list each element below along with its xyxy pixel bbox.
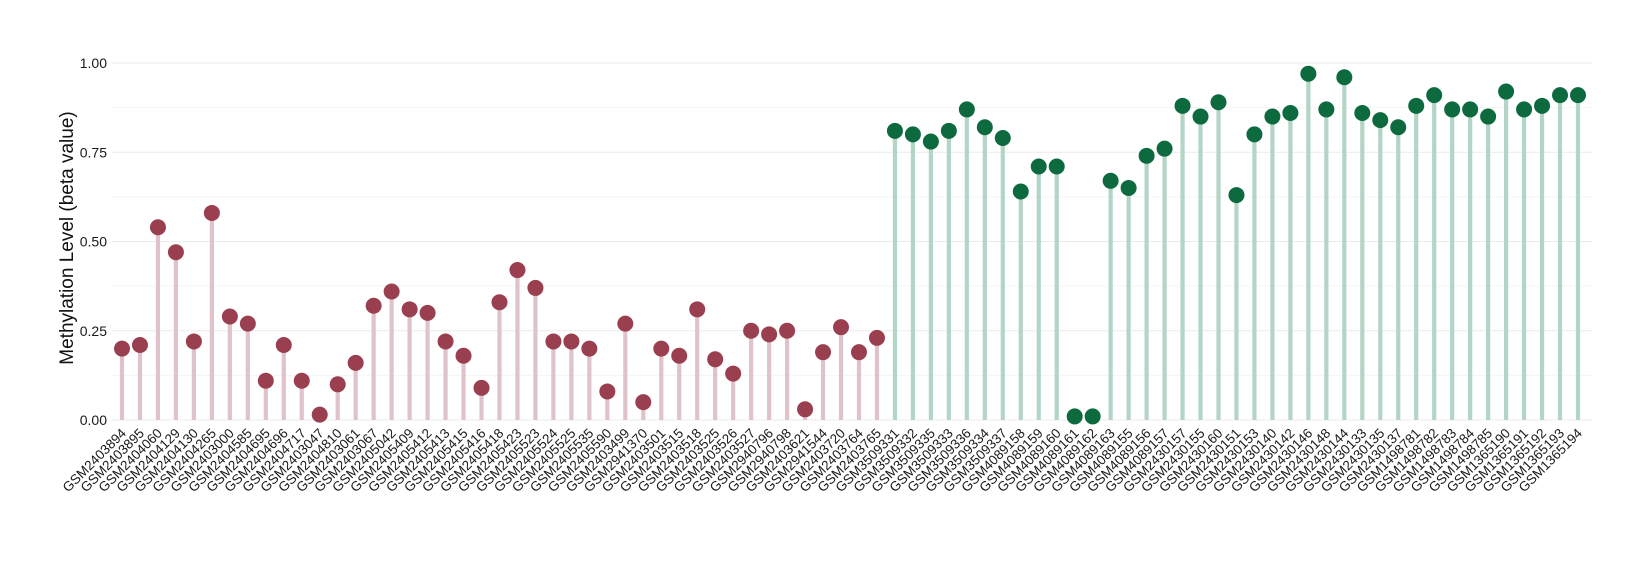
lollipop-point [940,122,957,139]
lollipop-point [491,294,508,311]
lollipop-point [347,354,364,371]
lollipop-point [761,326,778,343]
lollipop-point [707,351,724,368]
lollipop-point [886,122,903,139]
y-tick-label: 0.25 [80,323,107,339]
lollipop-point [1534,97,1551,114]
lollipop-point [1300,65,1317,82]
lollipop-point [743,322,760,339]
lollipop-point [599,383,616,400]
lollipop-point [1120,179,1137,196]
y-tick-label: 0.00 [80,412,107,428]
lollipop-point [797,401,814,418]
lollipop-point [1354,104,1371,121]
lollipop-point [1462,101,1479,118]
lollipop-point [1552,87,1569,104]
lollipop-point [293,372,310,389]
lollipop-point [275,337,292,354]
grid-lines [112,62,1592,421]
lollipop-point [185,333,202,350]
lollipop-point [653,340,670,357]
lollipop-point [131,337,148,354]
lollipop-point [455,347,472,364]
y-tick-label: 0.75 [80,144,107,160]
lollipop-point [833,319,850,336]
lollipop-point [1336,69,1353,86]
lollipop-point [976,119,993,136]
y-axis-title: Methylation Level (beta value) [57,111,78,364]
lollipop-point [850,344,867,361]
lollipop-point [1480,108,1497,125]
lollipop-point [1084,408,1101,425]
lollipop-point [1192,108,1209,125]
lollipop-point [779,322,796,339]
lollipop-point [509,262,526,279]
lollipop-point [221,308,238,325]
lollipop-point [1426,87,1443,104]
lollipop-point [1012,183,1029,200]
lollipop-point [1228,187,1245,204]
lollipop-point [1390,119,1407,136]
lollipop-point [1246,126,1263,143]
lollipop-point [311,406,328,423]
lollipop-point [689,301,706,318]
lollipop-point [635,394,652,411]
y-tick-label: 1.00 [80,55,107,71]
lollipop-point [1174,97,1191,114]
lollipop-point [1066,408,1083,425]
lollipop-point [725,365,742,382]
lollipop-point [1372,112,1389,129]
lollipop-point [383,283,400,300]
lollipop-point [904,126,921,143]
lollipop-point [329,376,346,393]
lollipop-point [203,204,220,221]
lollipop-point [527,279,544,296]
lollipop-point [149,219,166,236]
y-axis: 0.00 0.25 0.50 0.75 1.00 [80,55,107,428]
lollipop-point [617,315,634,332]
lollipop-point [1264,108,1281,125]
lollipop-point [545,333,562,350]
lollipop-point [365,297,382,314]
lollipop-point [239,315,256,332]
lollipop-point [1156,140,1173,157]
lollipop-point [1318,101,1335,118]
lollipop-point [671,347,688,364]
lollipop-point [563,333,580,350]
lollipop-point [167,244,184,261]
lollipop-point [1102,172,1119,189]
lollipop-point [1048,158,1065,175]
lollipop-point [1516,101,1533,118]
lollipop-point [1444,101,1461,118]
lollipop-point [1030,158,1047,175]
lollipop-point [581,340,598,357]
lollipop-points [114,65,1586,425]
lollipop-point [1570,87,1586,104]
lollipop-point [1498,83,1515,100]
lollipop-point [257,372,274,389]
y-tick-label: 0.50 [80,234,107,250]
lollipop-point [958,101,975,118]
x-axis: GSM2403894GSM2403895GSM2404060GSM2404129… [60,425,1586,495]
lollipop-point [1282,104,1299,121]
lollipop-point [473,379,490,396]
lollipop-point [401,301,418,318]
lollipop-point [922,133,939,150]
lollipop-point [437,333,454,350]
lollipop-point [868,329,885,346]
lollipop-point [114,340,130,357]
lollipop-point [1138,147,1155,164]
lollipop-point [1210,94,1227,111]
lollipop-point [1408,97,1425,114]
lollipop-stems [119,73,1581,420]
lollipop-point [419,304,436,321]
lollipop-point [815,344,832,361]
lollipop-point [994,129,1011,146]
